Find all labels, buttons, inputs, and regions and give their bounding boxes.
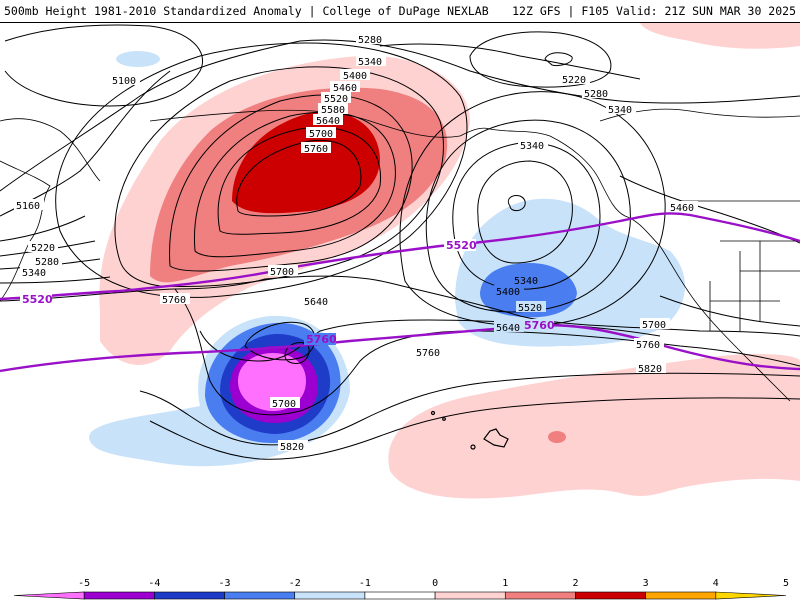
- contour-label: 5640: [304, 297, 328, 308]
- contour-label: 5520: [324, 94, 348, 105]
- colorbar-segment: [575, 591, 646, 600]
- contour-label: 5700: [272, 399, 296, 410]
- contour-label: 5340: [22, 268, 46, 279]
- anomaly-map: 5280 5340 5400 5460 5520 5580 5640 5700 …: [0, 22, 800, 575]
- contour-label: 5280: [35, 257, 59, 268]
- contour-label: 5400: [343, 71, 367, 82]
- colorbar-segment: [224, 591, 296, 600]
- positive-anomaly-area: [388, 353, 800, 499]
- colorbar-tick-label: 2: [572, 578, 578, 589]
- colorbar-segment: [645, 591, 717, 600]
- contour-label: 5820: [638, 364, 662, 375]
- contour-label: 5520: [518, 303, 542, 314]
- colorbar-tick-label: -5: [78, 578, 90, 589]
- colorbar-tick-label: -3: [219, 578, 231, 589]
- contour-label: 5400: [496, 287, 520, 298]
- negative-anomaly-area: [238, 353, 306, 411]
- contour-label: 5700: [270, 267, 294, 278]
- contour-label: 5220: [562, 75, 586, 86]
- contour-label: 5460: [333, 83, 357, 94]
- contour-label: 5100: [112, 76, 136, 87]
- colorbar-segment: [504, 591, 576, 600]
- contour-label: 5820: [280, 442, 304, 453]
- colorbar-segment: [154, 591, 225, 600]
- contour-labels: 5280 5340 5400 5460 5520 5580 5640 5700 …: [14, 33, 698, 453]
- color-scale-bar: -5 -4 -3 -2 -1 0 1 2 3 4 5: [0, 574, 800, 600]
- contour-label: 5640: [316, 116, 340, 127]
- map-title: 500mb Height 1981-2010 Standardized Anom…: [4, 4, 489, 18]
- colorbar-tick-label: -4: [148, 578, 160, 589]
- contour-label-5760: 5760: [524, 319, 555, 332]
- contour-label: 5640: [496, 323, 520, 334]
- contour-label-5760: 5760: [306, 333, 337, 346]
- header: 500mb Height 1981-2010 Standardized Anom…: [0, 0, 800, 22]
- highlight-contours: [0, 212, 800, 373]
- model-run-info: 12Z GFS | F105 Valid: 21Z SUN MAR 30 202…: [512, 4, 796, 18]
- contour-label: 5760: [304, 144, 328, 155]
- positive-anomaly-area: [640, 23, 800, 49]
- contour-label: 5280: [584, 89, 608, 100]
- contour-label: 5460: [670, 203, 694, 214]
- contour-label: 5340: [608, 105, 632, 116]
- highlight-contour-labels: 5520 5520 5760 5760: [20, 239, 555, 346]
- contour-label: 5160: [16, 201, 40, 212]
- contour-label-5520: 5520: [446, 239, 477, 252]
- colorbar-segment: [13, 591, 85, 600]
- colorbar-segment: [294, 591, 366, 600]
- positive-anomaly-area: [548, 431, 566, 443]
- colorbar-tick-label: 3: [643, 578, 649, 589]
- contour-label: 5340: [358, 57, 382, 68]
- contour-label: 5220: [31, 243, 55, 254]
- negative-anomaly-area: [480, 263, 577, 318]
- negative-anomaly-area: [116, 51, 160, 67]
- contour-label: 5760: [162, 295, 186, 306]
- contour-label: 5340: [520, 141, 544, 152]
- colorbar-tick-label: -2: [289, 578, 301, 589]
- colorbar-segment: [434, 591, 506, 600]
- hawaii-islands: [430, 410, 509, 450]
- positive-anomaly-area: [232, 111, 380, 214]
- contour-label: 5700: [642, 320, 666, 331]
- colorbar-segment: [364, 591, 436, 600]
- contour-label-5520: 5520: [22, 293, 53, 306]
- colorbar-segment: [83, 591, 155, 600]
- contour-label: 5760: [416, 348, 440, 359]
- contour-label: 5340: [514, 276, 538, 287]
- contour-label: 5760: [636, 340, 660, 351]
- contour-label: 5580: [321, 105, 345, 116]
- colorbar-segment: [715, 591, 787, 600]
- colorbar-tick-label: 1: [502, 578, 508, 589]
- colorbar-tick-label: -1: [359, 578, 371, 589]
- coastlines: [0, 108, 800, 402]
- contour-label: 5280: [358, 35, 382, 46]
- anomaly-shading: [89, 23, 800, 499]
- colorbar-tick-label: 5: [783, 578, 789, 589]
- contour-label: 5700: [309, 129, 333, 140]
- colorbar-tick-label: 0: [432, 578, 438, 589]
- colorbar-tick-label: 4: [713, 578, 719, 589]
